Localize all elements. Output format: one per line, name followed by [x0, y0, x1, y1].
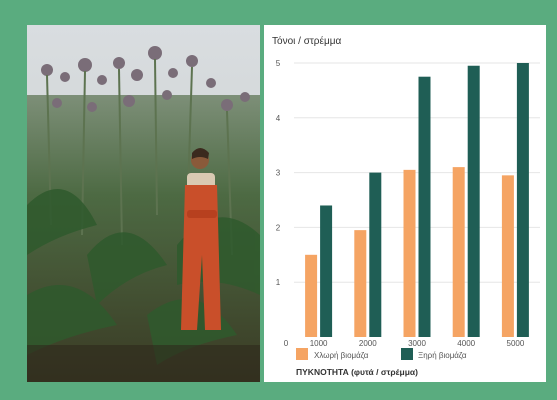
- x-origin-label: 0: [284, 339, 289, 348]
- field-photo: [27, 25, 260, 382]
- y-tick-label: 4: [276, 114, 281, 123]
- bar-dry-5000: [516, 63, 529, 337]
- bars: [305, 63, 529, 338]
- thistle-heads: [41, 46, 250, 112]
- x-tick-label: 1000: [310, 339, 328, 348]
- bar-fresh-5000: [501, 175, 514, 337]
- x-axis-title: ΠΥΚΝΟΤΗΤΑ (φυτά / στρέμμα): [296, 367, 418, 377]
- legend-swatch-fresh: [296, 348, 308, 360]
- person: [181, 148, 221, 330]
- y-tick-label: 3: [276, 169, 281, 178]
- legend-swatch-dry: [401, 348, 413, 360]
- legend: Χλωρή βιομάζα Ξηρή βιομάζα: [296, 348, 467, 360]
- legend-label-fresh: Χλωρή βιομάζα: [314, 351, 369, 360]
- bar-fresh-4000: [452, 167, 465, 337]
- bar-fresh-2000: [354, 230, 367, 337]
- grid-lines: [294, 62, 540, 283]
- bar-dry-2000: [369, 172, 382, 337]
- x-tick-label: 2000: [359, 339, 377, 348]
- field-photo-illustration: [27, 25, 260, 382]
- y-tick-label: 1: [276, 278, 281, 287]
- y-axis-title: Τόνοι / στρέμμα: [272, 35, 341, 47]
- bar-dry-3000: [418, 76, 431, 337]
- bar-dry-4000: [467, 65, 480, 338]
- y-tick-label: 5: [276, 59, 281, 68]
- x-tick-label: 4000: [457, 339, 475, 348]
- y-tick-labels: 1 2 3 4 5: [276, 59, 281, 287]
- legend-label-dry: Ξηρή βιομάζα: [418, 351, 467, 360]
- y-tick-label: 2: [276, 223, 281, 232]
- bar-dry-1000: [320, 205, 333, 337]
- bar-fresh-1000: [305, 254, 318, 337]
- x-tick-label: 5000: [507, 339, 525, 348]
- x-tick-label: 3000: [408, 339, 426, 348]
- chart-panel: Τόνοι / στρέμμα 1 2 3 4 5 1000 2000 3000 4000 50…: [264, 25, 546, 382]
- x-tick-labels: 1000 2000 3000 4000 5000: [310, 339, 525, 348]
- bar-chart: Τόνοι / στρέμμα 1 2 3 4 5 1000 2000 3000 4000 50…: [272, 35, 540, 377]
- bar-fresh-3000: [403, 169, 416, 337]
